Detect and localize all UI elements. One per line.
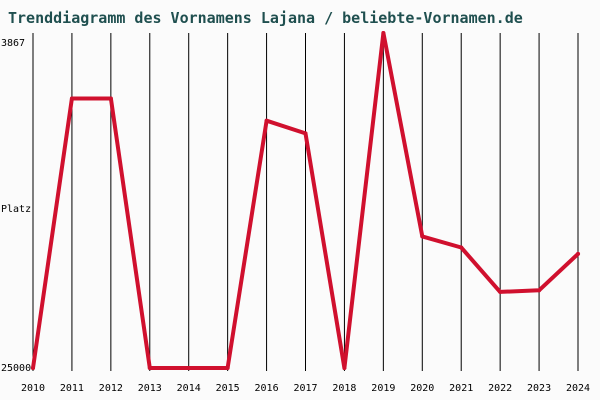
- x-tick-label-2013: 2013: [138, 383, 162, 394]
- data-point-2011: [69, 96, 74, 101]
- x-tick-label-2012: 2012: [99, 383, 123, 394]
- data-point-2018: [342, 366, 347, 370]
- chart-title: Trenddiagramm des Vornamens Lajana / bel…: [8, 9, 523, 27]
- x-tick-label-2022: 2022: [488, 383, 512, 394]
- x-tick-label-2010: 2010: [21, 383, 45, 394]
- data-point-2024: [576, 251, 580, 256]
- y-axis-bottom-label: 25000: [1, 363, 31, 374]
- x-tick-label-2016: 2016: [255, 383, 279, 394]
- x-tick-label-2019: 2019: [371, 383, 395, 394]
- grid-lines: [71, 33, 579, 371]
- x-tick-label-2023: 2023: [527, 383, 551, 394]
- data-point-2010: [31, 366, 35, 370]
- x-tick-label-2015: 2015: [216, 383, 240, 394]
- data-point-2021: [459, 245, 464, 250]
- data-point-2017: [303, 131, 308, 136]
- y-axis-label: Platz: [1, 204, 31, 215]
- x-tick-label-2017: 2017: [293, 383, 317, 394]
- x-tick-label-2020: 2020: [410, 383, 434, 394]
- data-point-2023: [537, 288, 542, 293]
- x-tick-label-2011: 2011: [60, 383, 84, 394]
- x-tick-label-2021: 2021: [449, 383, 473, 394]
- data-point-2019: [381, 31, 386, 35]
- data-point-2013: [147, 366, 152, 370]
- data-point-2016: [264, 118, 269, 123]
- x-tick-label-2018: 2018: [332, 383, 356, 394]
- data-point-2015: [225, 366, 230, 370]
- x-tick-label-2014: 2014: [177, 383, 201, 394]
- data-point-2012: [108, 96, 113, 101]
- x-tick-label-2024: 2024: [566, 383, 590, 394]
- x-tick-labels: 2010 2011 2012 2013 2014 2015 2016 2017 2018 2019…: [21, 383, 590, 394]
- data-point-2020: [420, 234, 425, 239]
- data-point-2022: [498, 289, 503, 294]
- data-points: [31, 31, 580, 370]
- data-point-2014: [186, 366, 191, 370]
- y-axis-top-label: 3867: [1, 38, 25, 49]
